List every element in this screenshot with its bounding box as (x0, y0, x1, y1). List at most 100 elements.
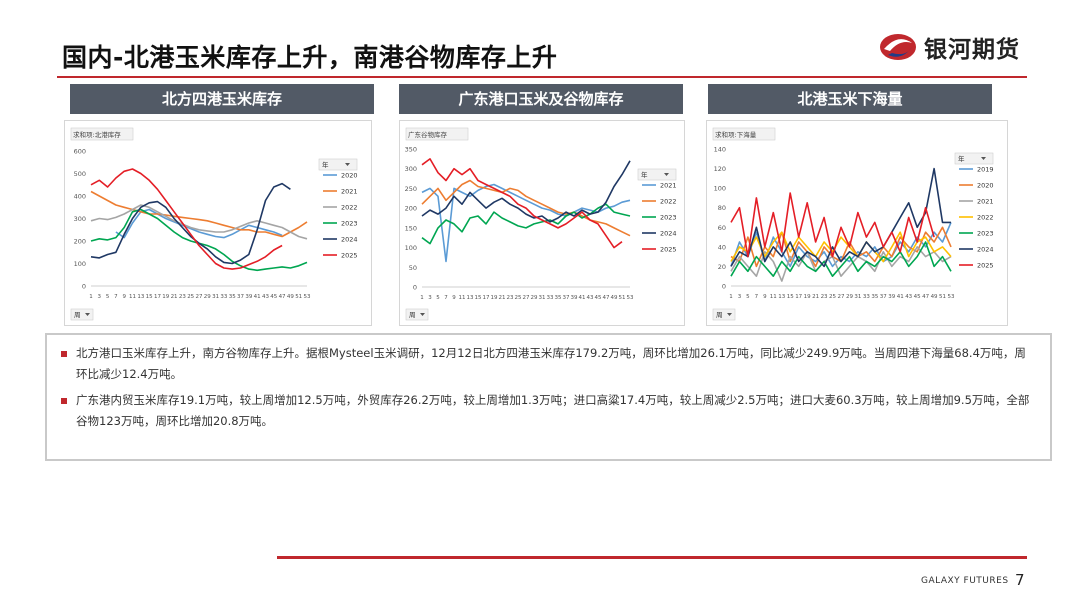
x-tick-label: 41 (579, 295, 586, 301)
x-tick-label: 43 (587, 295, 594, 301)
legend-filter-button[interactable] (954, 152, 994, 165)
x-tick-label: 51 (939, 294, 946, 300)
dropdown-icon (727, 313, 732, 316)
x-tick-label: 13 (467, 295, 474, 301)
x-tick-label: 5 (746, 294, 750, 300)
series-line-2023 (730, 241, 952, 277)
x-tick-label: 25 (515, 295, 522, 301)
y-tick-label: 200 (405, 205, 417, 213)
legend-title: 年 (322, 160, 329, 169)
x-tick-label: 29 (531, 295, 538, 301)
x-tick-label: 37 (563, 295, 570, 301)
series-line-2021 (90, 190, 308, 238)
x-tick-label: 37 (880, 294, 887, 300)
x-tick-label: 39 (245, 294, 252, 300)
x-tick-label: 43 (905, 294, 912, 300)
y-tick-label: 600 (74, 148, 86, 156)
x-tick-label: 9 (122, 294, 126, 300)
x-tick-label: 33 (547, 295, 554, 301)
series-line-2025 (90, 168, 283, 270)
page-title: 国内-北港玉米库存上升，南港谷物库存上升 (62, 43, 558, 72)
x-tick-label: 17 (154, 294, 161, 300)
field-label-button[interactable] (712, 127, 776, 141)
x-tick-label: 29 (204, 294, 211, 300)
legend-label: 2021 (977, 198, 994, 206)
x-tick-label: 53 (627, 295, 634, 301)
legend-label: 2024 (341, 236, 358, 244)
x-tick-label: 7 (114, 294, 118, 300)
x-tick-label: 23 (821, 294, 828, 300)
legend-title: 年 (641, 170, 648, 179)
x-tick-label: 13 (778, 294, 785, 300)
week-filter-button[interactable] (70, 308, 94, 321)
x-tick-label: 47 (603, 295, 610, 301)
series-line-2025 (421, 158, 623, 249)
series-line-2020 (115, 208, 283, 239)
x-tick-label: 1 (89, 294, 93, 300)
x-tick-label: 15 (475, 295, 482, 301)
chart-guangdong-inventory: 广东谷物库存 0 50 100 150 200 250 300 350 1 3 5 7 9 11 13 15 17… (399, 120, 685, 326)
x-tick-label: 7 (444, 295, 448, 301)
legend-filter-button[interactable] (318, 158, 358, 171)
x-tick-label: 39 (888, 294, 895, 300)
legend-label: 2022 (660, 198, 677, 206)
y-tick-label: 0 (722, 283, 726, 291)
x-tick-label: 17 (795, 294, 802, 300)
footer-divider (277, 556, 1027, 559)
logo-text: 银河期货 (924, 37, 1020, 63)
x-tick-label: 49 (931, 294, 938, 300)
legend-label: 2020 (341, 172, 358, 180)
panel-header-north-shipment: 北港玉米下海量 (708, 84, 992, 114)
series-line-2021 (730, 246, 952, 282)
legend-label: 2025 (977, 262, 994, 270)
footer-brand: GALAXY FUTURES (921, 576, 1009, 586)
y-tick-label: 20 (718, 263, 726, 271)
x-tick-label: 21 (171, 294, 178, 300)
legend-label: 2022 (977, 214, 994, 222)
series-line-2022 (90, 204, 308, 240)
x-tick-label: 35 (871, 294, 878, 300)
x-tick-label: 39 (571, 295, 578, 301)
x-tick-label: 1 (729, 294, 733, 300)
y-tick-label: 400 (74, 193, 86, 201)
legend-label: 2019 (977, 166, 994, 174)
legend-label: 2020 (977, 182, 994, 190)
x-tick-label: 3 (428, 295, 432, 301)
series-line-2019 (730, 222, 952, 268)
series-line-2024 (730, 167, 951, 268)
bullet-item: 北方港口玉米库存上升，南方谷物库存上升。据根Mysteel玉米调研，12月12日… (61, 343, 1036, 385)
x-tick-label: 9 (452, 295, 456, 301)
series-line-2023 (421, 203, 631, 245)
galaxy-logo-icon (880, 34, 916, 60)
x-tick-label: 49 (611, 295, 618, 301)
x-tick-label: 5 (106, 294, 110, 300)
filter-icon (345, 163, 350, 166)
x-tick-label: 19 (804, 294, 811, 300)
week-filter-button[interactable] (712, 308, 736, 321)
x-tick-label: 21 (499, 295, 506, 301)
series-line-2024 (421, 160, 631, 223)
y-tick-label: 100 (405, 244, 417, 252)
legend-label: 2025 (660, 246, 677, 254)
week-filter-button[interactable] (405, 308, 429, 321)
x-tick-label: 13 (137, 294, 144, 300)
series-line-2023 (90, 208, 308, 272)
field-label-button[interactable] (70, 127, 134, 141)
legend-filter-button[interactable] (637, 168, 677, 181)
y-tick-label: 140 (714, 146, 726, 154)
x-tick-label: 31 (212, 294, 219, 300)
x-tick-label: 33 (863, 294, 870, 300)
y-tick-label: 150 (405, 224, 417, 232)
series-line-2022 (730, 231, 952, 263)
series-line-2025 (730, 192, 935, 258)
x-tick-label: 33 (220, 294, 227, 300)
dropdown-icon (420, 313, 425, 316)
x-tick-label: 3 (738, 294, 742, 300)
bullet-item: 广东港内贸玉米库存19.1万吨，较上周增加12.5万吨，外贸库存26.2万吨，较… (61, 390, 1036, 432)
x-tick-label: 31 (539, 295, 546, 301)
x-tick-label: 19 (162, 294, 169, 300)
company-logo: 银河期货 (878, 30, 1020, 64)
field-label-button[interactable] (405, 127, 469, 141)
y-tick-label: 120 (714, 165, 726, 173)
panel-header-guangdong-inventory: 广东港口玉米及谷物库存 (399, 84, 683, 114)
